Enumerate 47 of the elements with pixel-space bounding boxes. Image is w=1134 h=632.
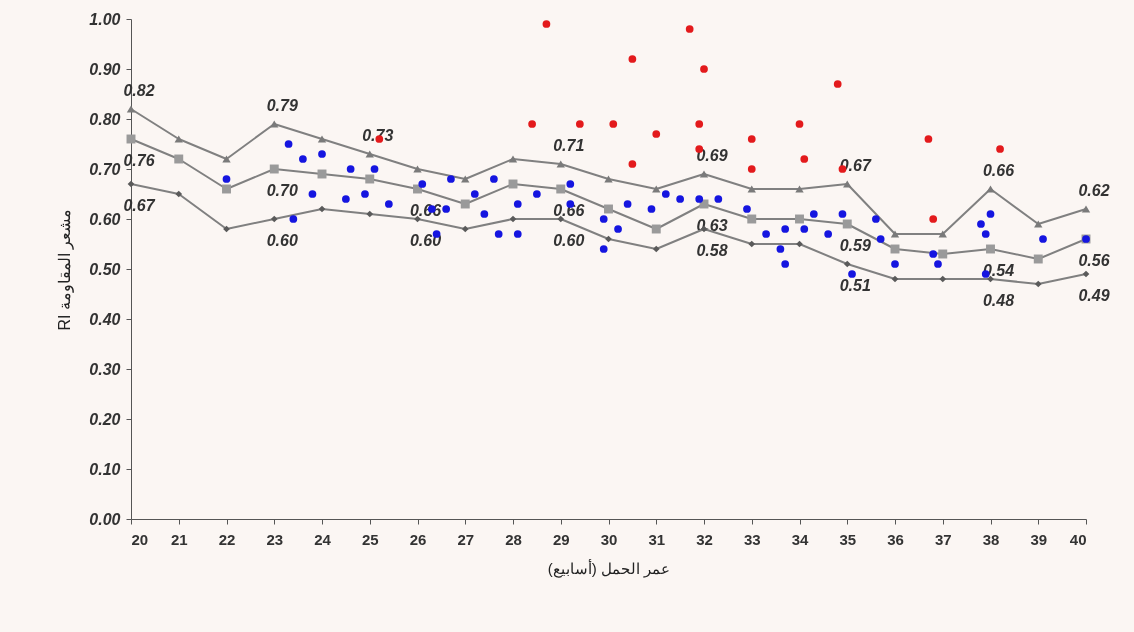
y-axis-title: مشعر المقاومة RI: [56, 208, 75, 331]
x-tick-label: 36: [887, 530, 904, 548]
data-label: 0.59: [839, 237, 871, 254]
data-label: 0.56: [1078, 252, 1110, 269]
data-label: 0.79: [266, 97, 298, 114]
x-axis-title: عمر الحمل (أسابيع): [547, 558, 671, 578]
y-tick-label: 1.00: [89, 10, 121, 28]
data-label: 0.51: [839, 277, 871, 294]
x-tick-label: 38: [982, 530, 1000, 548]
y-tick-label: 0.00: [89, 510, 121, 528]
y-tick-label: 0.60: [89, 210, 121, 228]
x-tick-label: 39: [1030, 530, 1048, 548]
y-tick-label: 0.50: [89, 260, 121, 278]
x-tick-label: 35: [839, 530, 857, 548]
data-label: 0.60: [553, 232, 585, 249]
data-label: 0.48: [982, 292, 1015, 309]
x-tick-label: 24: [314, 530, 332, 548]
x-tick-label: 40: [1069, 530, 1087, 548]
x-tick-label: 23: [266, 530, 284, 548]
x-tick-label: 27: [457, 530, 475, 548]
x-tick-label: 33: [743, 530, 761, 548]
x-tick-label: 21: [170, 530, 188, 548]
y-tick-label: 0.10: [89, 460, 121, 478]
x-tick-label: 22: [218, 530, 236, 548]
y-tick-label: 0.90: [89, 60, 121, 78]
x-tick-label: 31: [648, 530, 666, 548]
x-tick-label: 29: [552, 530, 570, 548]
y-tick-label: 0.40: [89, 310, 121, 328]
y-tick-label: 0.80: [89, 110, 121, 128]
y-tick-label: 0.30: [89, 360, 121, 378]
x-tick-label: 37: [934, 530, 952, 548]
data-label: 0.62: [1078, 182, 1110, 199]
x-tick-label: 28: [505, 530, 522, 548]
y-tick-label: 0.70: [89, 160, 121, 178]
x-tick-label: 34: [791, 530, 809, 548]
data-label: 0.49: [1078, 287, 1110, 304]
x-tick-label: 25: [361, 530, 379, 548]
x-tick-label: 20: [131, 530, 149, 548]
data-label: 0.70: [266, 182, 298, 199]
data-label: 0.66: [982, 162, 1015, 179]
x-tick-label: 32: [696, 530, 713, 548]
data-label: 0.60: [266, 232, 298, 249]
y-tick-label: 0.20: [89, 410, 121, 428]
x-tick-label: 30: [600, 530, 618, 548]
data-label: 0.71: [553, 137, 585, 154]
data-label: 0.58: [696, 242, 728, 259]
x-tick-label: 26: [409, 530, 427, 548]
